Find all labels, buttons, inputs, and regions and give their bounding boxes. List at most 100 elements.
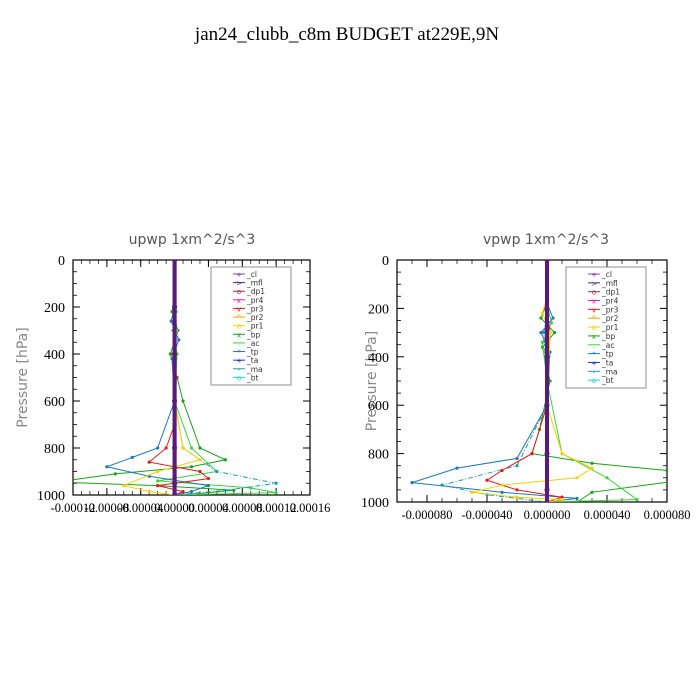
data-point-tp: [189, 489, 194, 494]
data-point-pr3: [181, 489, 185, 494]
legend-marker: +: [591, 271, 597, 279]
data-point-bp: [113, 472, 117, 476]
data-point-mfl: [544, 487, 550, 493]
data-point-pr1: [156, 469, 160, 474]
legend-marker: o: [237, 323, 241, 331]
data-point-tp: [500, 490, 504, 494]
x-tick-label: -0.00008: [84, 501, 129, 515]
data-point-bp: [181, 399, 185, 403]
legend-marker: x: [592, 298, 596, 306]
x-tick-label: 0.00016: [290, 501, 331, 515]
data-point-bp: [680, 479, 683, 482]
y-tick-label: 0: [58, 254, 65, 269]
data-point-bp: [189, 465, 194, 469]
x-tick-label: -0.000080: [401, 508, 452, 522]
legend-label: _mfl: [246, 279, 263, 288]
legend-marker: +: [236, 357, 242, 365]
data-point-pr1: [181, 446, 185, 450]
legend-label: _bt: [601, 376, 614, 385]
legend-label: _bp: [246, 330, 261, 339]
legend-marker: o: [237, 374, 241, 382]
legend-label: _ta: [246, 356, 258, 365]
data-point-mfl: [172, 445, 178, 451]
y-axis-label: Pressure [hPa]: [364, 331, 380, 431]
panel-title: upwp 1xm^2/s^3: [129, 232, 256, 248]
legend-marker: v: [237, 305, 241, 313]
legend-marker: -: [593, 368, 596, 376]
data-point-tp: [551, 316, 555, 320]
chart-panel-2: vpwp 1xm^2/s^3 Pressure [hPa] 0 200 400 600 80…: [361, 232, 690, 522]
legend-label: _bp: [601, 332, 616, 341]
data-point-mfl: [544, 260, 550, 263]
figure-title: jan24_clubb_c8m BUDGET at229E,9N: [194, 24, 499, 45]
data-point-mfl: [544, 354, 550, 360]
y-tick-label: 1000: [37, 489, 65, 504]
series-group: [73, 260, 278, 495]
y-tick-label: 800: [368, 448, 389, 463]
legend-marker: >: [591, 280, 597, 288]
series-line-ma: [441, 308, 548, 502]
x-tick-label: 0.00004: [188, 501, 229, 515]
data-point-pr1: [198, 458, 202, 462]
legend-marker: o: [237, 288, 241, 296]
legend-label: _cl: [246, 270, 257, 279]
legend-marker: +: [591, 359, 597, 367]
x-tick-label: 0.00000: [154, 501, 195, 515]
y-tick-label: 1000: [361, 496, 389, 511]
chart-panel-1: upwp 1xm^2/s^3 Pressure [hPa] 0 200 400 600 80…: [15, 232, 330, 515]
data-point-tp: [539, 331, 543, 335]
legend-label: _ac: [601, 341, 614, 350]
legend-label: _mfl: [601, 279, 618, 288]
data-point-bp: [198, 446, 202, 450]
legend-label: _pr4: [246, 296, 264, 305]
data-point-pr3: [500, 468, 504, 473]
legend-marker: o: [592, 377, 596, 385]
legend-label: _tp: [246, 348, 259, 357]
data-point-pr1: [575, 476, 579, 480]
data-point-pr1: [548, 331, 552, 335]
data-point-ac: [540, 340, 545, 344]
data-point-pr3: [164, 446, 168, 450]
data-point-tp: [156, 446, 160, 450]
legend-label: _ma: [601, 367, 618, 376]
data-point-pr3: [156, 484, 160, 488]
legend-marker: -: [238, 366, 241, 374]
legend-marker: ^: [236, 314, 242, 322]
legend-marker: x: [237, 297, 241, 305]
data-point-pr1: [470, 490, 474, 494]
x-tick-label: 0.000000: [524, 508, 571, 522]
y-tick-label: 200: [368, 302, 389, 317]
legend-label: _ta: [601, 358, 613, 367]
data-point-mfl: [544, 451, 550, 457]
x-tick-label: 0.00012: [256, 501, 297, 515]
legend-marker: o: [592, 324, 596, 332]
data-point-ma: [542, 331, 546, 335]
legend-marker: x: [237, 331, 241, 339]
data-point-pr3: [530, 452, 534, 456]
legend-marker: >: [236, 280, 242, 288]
data-point-tp: [169, 319, 173, 323]
data-point-pr1: [515, 495, 519, 499]
legend-marker: +: [236, 271, 242, 279]
data-point-pr1: [500, 483, 504, 487]
legend-label: _pr1: [246, 322, 264, 331]
legend-marker: v: [592, 306, 596, 314]
legend-marker: x: [592, 333, 596, 341]
legend-box: [565, 266, 647, 389]
legend-box: [210, 266, 292, 386]
data-point-ac: [635, 497, 639, 502]
y-axis-label: Pressure [hPa]: [15, 327, 31, 427]
data-point-ac: [189, 446, 194, 450]
data-point-tp: [206, 484, 211, 488]
data-point-mfl: [172, 398, 178, 404]
data-point-bp: [223, 458, 227, 462]
data-point-pr3: [485, 478, 489, 482]
legend-label: _ac: [246, 339, 259, 348]
data-point-pr3: [147, 460, 151, 464]
x-tick-label: -0.000040: [461, 508, 512, 522]
legend-label: _cl: [601, 270, 612, 279]
y-tick-label: 800: [44, 442, 65, 457]
data-point-ma: [215, 469, 219, 474]
data-point-mfl: [544, 499, 550, 502]
